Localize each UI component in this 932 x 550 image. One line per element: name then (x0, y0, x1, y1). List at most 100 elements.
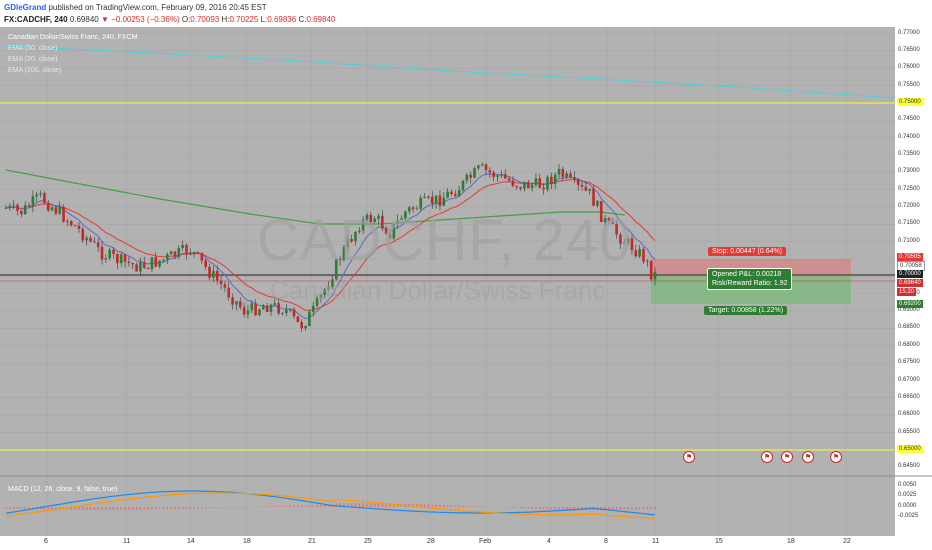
candle-body (400, 218, 403, 221)
macd-line[interactable] (5, 490, 656, 516)
candle-body (369, 214, 373, 223)
candle-body (142, 262, 146, 268)
macd-hist-bar (216, 507, 219, 508)
candle-body (177, 248, 181, 257)
candle-body (35, 194, 39, 197)
candle-body (189, 252, 192, 254)
candle-body (127, 261, 131, 264)
candle-body (223, 284, 227, 288)
macd-hist-bar (174, 507, 176, 509)
candle-body (457, 190, 461, 197)
candle-body (396, 220, 400, 225)
macd-hist-bar (523, 507, 526, 509)
macd-hist-bar (270, 506, 272, 507)
candle-body (327, 286, 330, 290)
price-tick-label: 0.69000 (898, 307, 920, 314)
macd-hist-bar (258, 506, 261, 508)
author-link[interactable]: GDleGrand (4, 3, 47, 12)
flag-icon[interactable]: ⚑ (761, 451, 773, 463)
candle-body (77, 225, 81, 229)
price-tick-label: 0.67500 (898, 359, 920, 366)
macd-hist-bar (377, 503, 380, 507)
candle-body (434, 195, 438, 204)
flag-icon[interactable]: ⚑ (683, 451, 695, 463)
candles-group[interactable] (4, 162, 657, 332)
macd-hist-bar (24, 507, 27, 510)
open-label: O: (181, 15, 191, 24)
candle-body (365, 214, 369, 220)
candle-body (450, 191, 453, 194)
macd-hist-bar (274, 506, 276, 507)
macd-hist-bar (450, 505, 453, 507)
candle-body (331, 279, 334, 287)
candle-body (503, 174, 507, 179)
legend-ema20[interactable]: EMA (20, close) (8, 56, 58, 63)
candle-body (69, 221, 73, 226)
stop-label[interactable]: Stop: 0.00447 (0.64%) (708, 247, 787, 256)
candle-body (646, 260, 649, 262)
candle-body (607, 218, 611, 221)
macd-hist-bar (569, 507, 572, 510)
macd-hist-bar (362, 503, 364, 507)
macd-hist-bar (297, 505, 299, 507)
candle-body (219, 280, 223, 285)
signal-line[interactable] (5, 492, 656, 519)
macd-hist-bar (12, 507, 15, 509)
macd-hist-bar (51, 507, 53, 510)
candle-body (277, 303, 280, 314)
macd-hist-bar (254, 506, 257, 508)
macd-hist-bar (47, 507, 50, 510)
macd-hist-bar (289, 505, 291, 507)
price-tick-label: 0.71000 (898, 237, 920, 244)
macd-hist-bar (235, 507, 238, 508)
macd-hist-bar (227, 507, 230, 508)
flag-icon[interactable]: ⚑ (830, 451, 842, 463)
legend-ema50[interactable]: EMA (50, close) (8, 45, 58, 52)
macd-hist-bar (354, 503, 357, 507)
candle-body (123, 254, 127, 262)
close-value: 0.69840 (306, 15, 336, 24)
candle-body (212, 270, 215, 278)
macd-hist-bar (466, 505, 468, 507)
macd-hist-bar (435, 504, 437, 507)
ema200-line[interactable] (5, 169, 626, 225)
macd-hist-bar (496, 507, 499, 508)
macd-hist-bar (538, 507, 541, 509)
macd-hist-bar (462, 505, 464, 507)
macd-hist-bar (442, 505, 445, 507)
pl-label[interactable]: Opened P&L: 0.00218 Risk/Reward Ratio: 1… (707, 268, 793, 290)
candle-body (519, 186, 522, 189)
candle-body (131, 263, 135, 265)
candle-body (62, 206, 65, 222)
symbol-label[interactable]: FX:CADCHF, 240 (4, 15, 68, 24)
macd-hist-bar (9, 507, 11, 509)
candle-body (96, 242, 100, 247)
macd-hist-bar (154, 507, 157, 510)
legend-title: Canadian Dollar/Swiss Franc, 240, FXCM (8, 34, 138, 41)
macd-hist-bar (485, 506, 487, 508)
macd-hist-bar (201, 507, 203, 509)
ema-long-line[interactable] (5, 45, 896, 99)
macd-hist-bar (531, 507, 533, 509)
time-axis[interactable]: 6 11 14 18 21 25 28 Feb 4 8 11 15 18 22 (0, 536, 895, 550)
candle-body (500, 174, 503, 176)
macd-legend[interactable]: MACD (12, 26, close, 9, false, true) (8, 486, 118, 493)
macd-hist-bar (101, 507, 103, 510)
high-label: H: (221, 15, 230, 24)
macd-hist-bar (527, 507, 530, 509)
macd-hist-bar (116, 507, 119, 510)
macd-hist-bar (120, 507, 123, 510)
candle-body (384, 228, 388, 235)
flag-icon[interactable]: ⚑ (802, 451, 814, 463)
legend-ema200[interactable]: EMA (200, close) (8, 67, 62, 74)
candle-body (427, 196, 430, 198)
candle-body (238, 301, 242, 308)
flag-icon[interactable]: ⚑ (781, 451, 793, 463)
target-label[interactable]: Target: 0.00858 (1.22%) (704, 306, 788, 315)
stop-zone[interactable] (651, 259, 851, 275)
macd-hist-bar (346, 503, 349, 507)
entry-price-tag: 0.70000 (897, 270, 923, 278)
candle-body (27, 205, 31, 207)
time-tick-label: 22 (843, 538, 851, 545)
chart-area[interactable]: Canadian Dollar/Swiss Franc, 240, FXCM E… (0, 27, 932, 550)
